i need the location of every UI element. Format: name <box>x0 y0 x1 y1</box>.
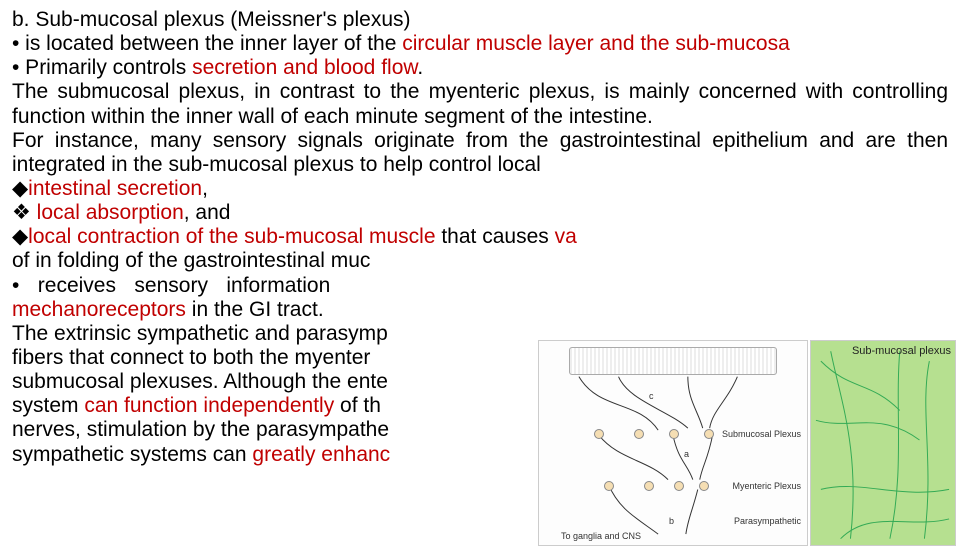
highlight-text: va <box>555 225 577 248</box>
bullet-secretion: ◆intestinal secretion, <box>12 177 948 201</box>
highlight-text: local absorption <box>37 201 184 224</box>
line-receives: • receives sensory information <box>12 274 948 298</box>
bullet-contraction: ◆local contraction of the sub-mucosal mu… <box>12 225 948 249</box>
figure-caption: Sub-mucosal plexus <box>852 345 951 358</box>
highlight-text: mechanoreceptors <box>12 298 186 321</box>
connection-lines <box>539 341 807 545</box>
text: • is located between the inner layer of … <box>12 32 402 55</box>
para-sensory: For instance, many sensory signals origi… <box>12 129 948 177</box>
diamond-icon: ◆ <box>12 225 28 248</box>
neuron-node <box>634 429 644 439</box>
plexus-schematic-figure: c a b Submucosal Plexus Myenteric Plexus… <box>538 340 808 546</box>
diamond-icon: ◆ <box>12 177 28 200</box>
label-c: c <box>649 391 654 401</box>
neuron-node <box>699 481 709 491</box>
text: sympathetic systems can <box>12 443 252 466</box>
heading: b. Sub-mucosal plexus (Meissner's plexus… <box>12 8 948 32</box>
text: • Primarily controls <box>12 56 192 79</box>
bullet-absorption: ❖ local absorption, and <box>12 201 948 225</box>
text: system <box>12 394 84 417</box>
line-infolding: of in folding of the gastrointestinal mu… <box>12 249 948 273</box>
highlight-text: can function independently <box>84 394 334 417</box>
neuron-node <box>704 429 714 439</box>
label-submucosal: Submucosal Plexus <box>722 429 801 439</box>
label-ganglia: To ganglia and CNS <box>561 531 641 541</box>
highlight-text: local contraction of the sub-mucosal mus… <box>28 225 435 248</box>
neuron-node <box>644 481 654 491</box>
label-myenteric: Myenteric Plexus <box>732 481 801 491</box>
label-b: b <box>669 516 674 526</box>
neuron-node <box>594 429 604 439</box>
para-contrast: The submucosal plexus, in contrast to th… <box>12 80 948 128</box>
diamond-outline-icon: ❖ <box>12 201 37 224</box>
text: , and <box>184 201 231 224</box>
plexus-micrograph-figure: Sub-mucosal plexus <box>810 340 956 546</box>
highlight-text: greatly enhanc <box>252 443 390 466</box>
text: of th <box>334 394 381 417</box>
text: in the GI tract. <box>186 298 324 321</box>
highlight-text: secretion and blood flow <box>192 56 417 79</box>
line-mechanoreceptors: mechanoreceptors in the GI tract. <box>12 298 948 322</box>
figure-group: c a b Submucosal Plexus Myenteric Plexus… <box>538 340 956 546</box>
neuron-node <box>604 481 614 491</box>
text: , <box>202 177 208 200</box>
text: • receives sensory information <box>12 274 330 297</box>
text: . <box>417 56 423 79</box>
neuron-node <box>674 481 684 491</box>
highlight-text: circular muscle layer and the sub-mucosa <box>402 32 790 55</box>
text: that causes <box>436 225 555 248</box>
neuron-node <box>669 429 679 439</box>
bullet-controls: • Primarily controls secretion and blood… <box>12 56 948 80</box>
highlight-text: intestinal secretion <box>28 177 202 200</box>
label-parasympathetic: Parasympathetic <box>734 516 801 526</box>
bullet-location: • is located between the inner layer of … <box>12 32 948 56</box>
branch-lines <box>811 341 955 545</box>
label-a: a <box>684 449 689 459</box>
